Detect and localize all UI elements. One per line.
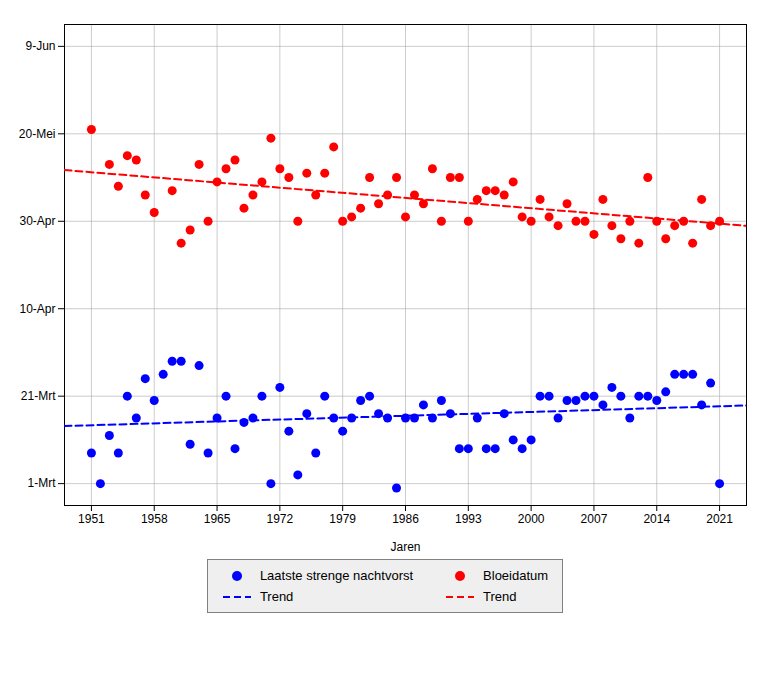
svg-text:Jaren: Jaren (390, 540, 420, 554)
svg-text:1958: 1958 (141, 512, 168, 526)
svg-text:1965: 1965 (204, 512, 231, 526)
svg-text:1972: 1972 (267, 512, 294, 526)
html-text:Trend: Trend (259, 589, 294, 604)
svg-text:10-Apr: 10-Apr (19, 302, 55, 316)
svg-text:21-Mrt: 21-Mrt (21, 389, 56, 403)
html-text:Trend: Trend (483, 589, 517, 604)
svg-text:1993: 1993 (455, 512, 482, 526)
html-text:Bloeidatum: Bloeidatum (483, 568, 549, 583)
svg-text:1951: 1951 (78, 512, 105, 526)
svg-text:9-Jun: 9-Jun (25, 39, 55, 53)
svg-text:2021: 2021 (706, 512, 733, 526)
svg-text:1986: 1986 (392, 512, 419, 526)
svg-text:1979: 1979 (329, 512, 356, 526)
svg-text:2000: 2000 (518, 512, 545, 526)
svg-text:30-Apr: 30-Apr (19, 214, 55, 228)
svg-text:1-Mrt: 1-Mrt (28, 476, 57, 490)
svg-text:20-Mei: 20-Mei (19, 127, 56, 141)
svg-text:2007: 2007 (581, 512, 608, 526)
html-text:Laatste strenge nachtvorst: Laatste strenge nachtvorst (259, 568, 414, 583)
svg-text:2014: 2014 (643, 512, 670, 526)
